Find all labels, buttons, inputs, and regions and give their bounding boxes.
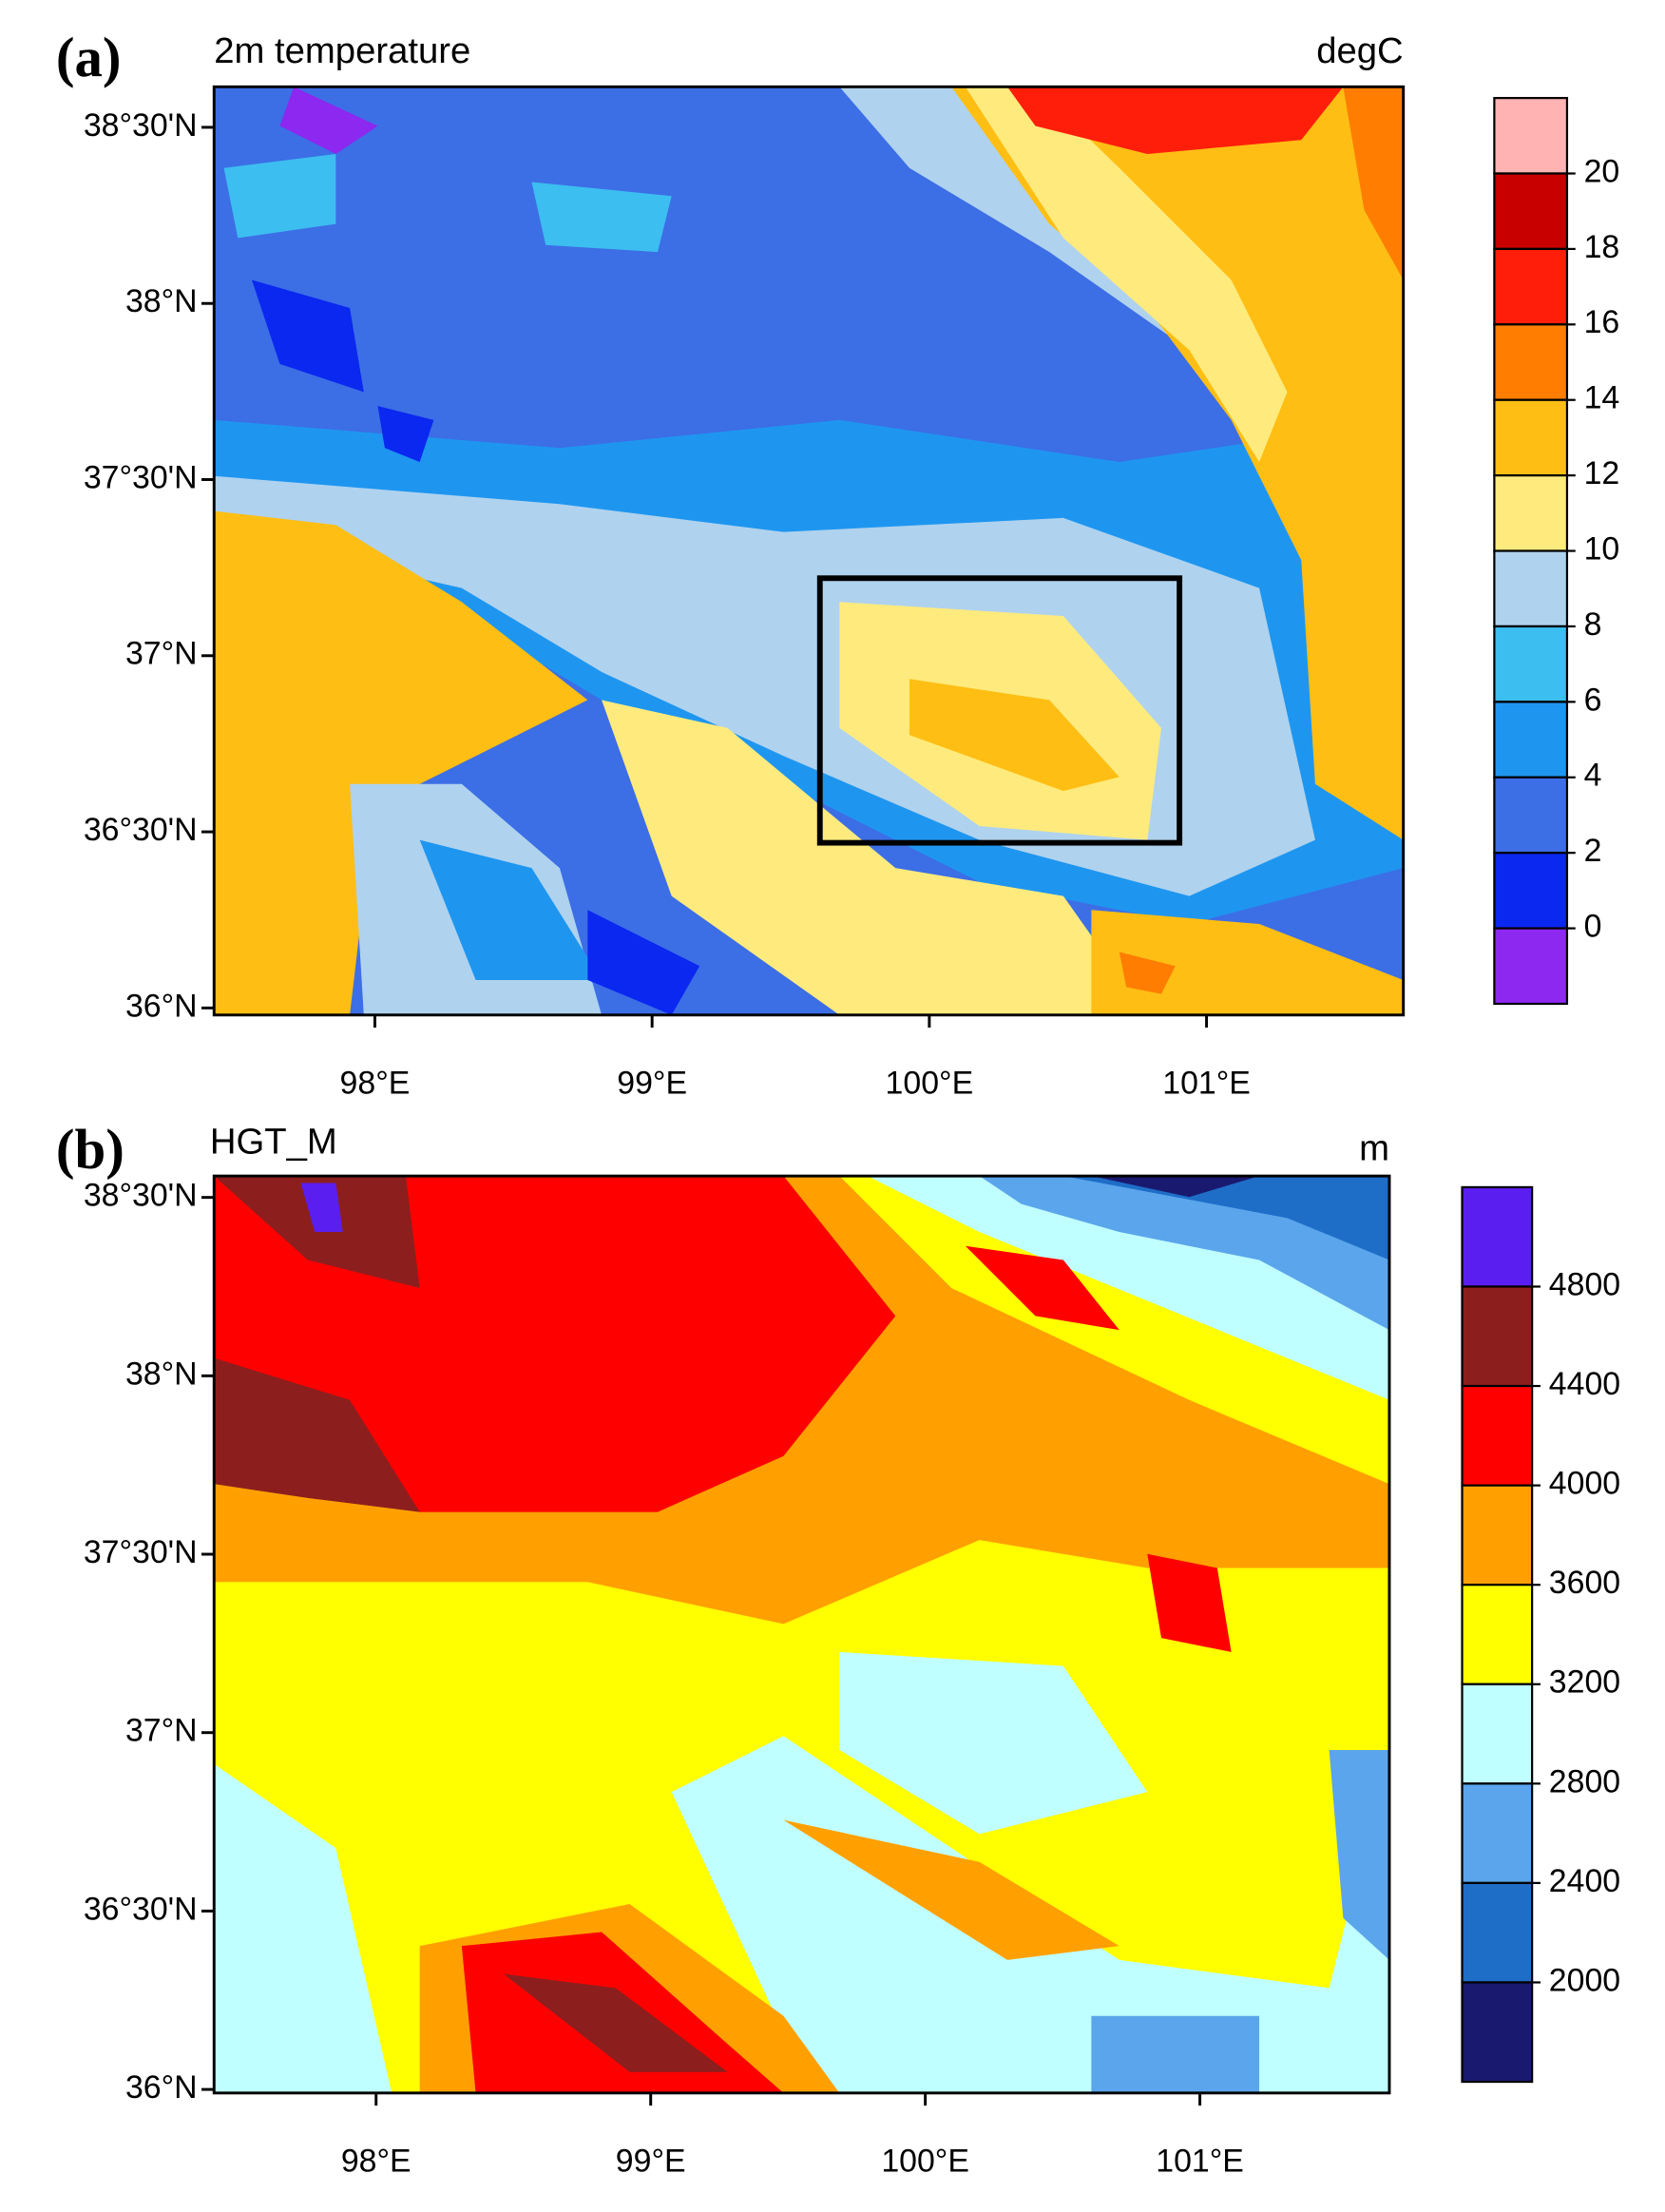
colorbar-box bbox=[1493, 852, 1569, 930]
colorbar-box bbox=[1461, 1981, 1534, 2084]
panel-label: (a) bbox=[56, 27, 122, 88]
panel-title: HGT_M bbox=[210, 1121, 337, 1162]
colorbar-label: 2000 bbox=[1549, 1962, 1620, 1998]
colorbar-label: 2 bbox=[1584, 833, 1602, 869]
colorbar-label: 18 bbox=[1584, 229, 1620, 265]
colorbar-label: 3600 bbox=[1549, 1565, 1620, 1601]
colorbar-label: 0 bbox=[1584, 909, 1602, 945]
x-tick-label: 100°E bbox=[886, 1065, 974, 1101]
y-tick-label: 37°N bbox=[125, 1713, 198, 1749]
colorbar-box bbox=[1461, 1185, 1534, 1288]
x-tick-label: 101°E bbox=[1156, 2143, 1244, 2179]
panel-label: (b) bbox=[56, 1119, 124, 1181]
plot-frame bbox=[212, 85, 1406, 1017]
y-tick-label: 36°N bbox=[125, 2069, 198, 2106]
colorbar-box bbox=[1493, 247, 1569, 326]
colorbar-label: 14 bbox=[1584, 380, 1620, 416]
colorbar-label: 3200 bbox=[1549, 1664, 1620, 1701]
colorbar-box bbox=[1493, 474, 1569, 552]
colorbar-box bbox=[1493, 701, 1569, 779]
y-tick-label: 38°N bbox=[125, 283, 198, 319]
y-tick-label: 37°30'N bbox=[84, 459, 198, 495]
y-tick-label: 38°30'N bbox=[84, 107, 198, 144]
colorbar-label: 10 bbox=[1584, 530, 1620, 567]
x-tick-label: 99°E bbox=[617, 1065, 687, 1101]
y-tick-label: 36°N bbox=[125, 988, 198, 1024]
colorbar-box bbox=[1493, 172, 1569, 251]
colorbar-label: 12 bbox=[1584, 455, 1620, 491]
x-tick-label: 99°E bbox=[616, 2143, 686, 2179]
panel-units: m bbox=[1359, 1128, 1389, 1169]
colorbar-box bbox=[1461, 1384, 1534, 1487]
x-tick-label: 101°E bbox=[1162, 1065, 1251, 1101]
region-box bbox=[816, 575, 1183, 846]
colorbar-label: 2800 bbox=[1549, 1763, 1620, 1799]
colorbar-label: 16 bbox=[1584, 304, 1620, 340]
x-tick-label: 98°E bbox=[340, 1065, 411, 1101]
y-tick-label: 36°30'N bbox=[84, 1891, 198, 1927]
colorbar-label: 4 bbox=[1584, 758, 1602, 794]
colorbar-box bbox=[1461, 1484, 1534, 1587]
y-tick-label: 38°N bbox=[125, 1356, 198, 1392]
x-tick-label: 100°E bbox=[881, 2143, 969, 2179]
colorbar-label: 6 bbox=[1584, 682, 1602, 718]
panel-title: 2m temperature bbox=[214, 30, 470, 71]
colorbar-box bbox=[1461, 1285, 1534, 1388]
colorbar-box bbox=[1493, 776, 1569, 855]
colorbar-label: 4800 bbox=[1549, 1266, 1620, 1302]
y-tick-label: 37°N bbox=[125, 636, 198, 672]
panel-units: degC bbox=[1316, 30, 1403, 71]
y-tick-label: 37°30'N bbox=[84, 1534, 198, 1570]
colorbar-box bbox=[1493, 625, 1569, 703]
colorbar-box bbox=[1461, 1782, 1534, 1885]
colorbar-label: 8 bbox=[1584, 606, 1602, 643]
colorbar-box bbox=[1493, 398, 1569, 477]
colorbar-box bbox=[1493, 927, 1569, 1006]
colorbar-label: 20 bbox=[1584, 153, 1620, 189]
y-tick-label: 36°30'N bbox=[84, 812, 198, 848]
colorbar-box bbox=[1493, 323, 1569, 401]
colorbar-label: 4400 bbox=[1549, 1366, 1620, 1402]
y-tick-label: 38°30'N bbox=[84, 1178, 198, 1214]
plot-frame bbox=[212, 1174, 1391, 2095]
temperature-field bbox=[214, 87, 1404, 1015]
colorbar-label: 2400 bbox=[1549, 1863, 1620, 1899]
colorbar-label: 4000 bbox=[1549, 1466, 1620, 1502]
x-tick-label: 98°E bbox=[341, 2143, 411, 2179]
colorbar-box bbox=[1461, 1881, 1534, 1984]
elevation-field bbox=[214, 1176, 1389, 2093]
colorbar-box bbox=[1493, 549, 1569, 628]
colorbar-box bbox=[1461, 1584, 1534, 1685]
colorbar-box bbox=[1493, 96, 1569, 175]
colorbar-box bbox=[1461, 1683, 1534, 1785]
